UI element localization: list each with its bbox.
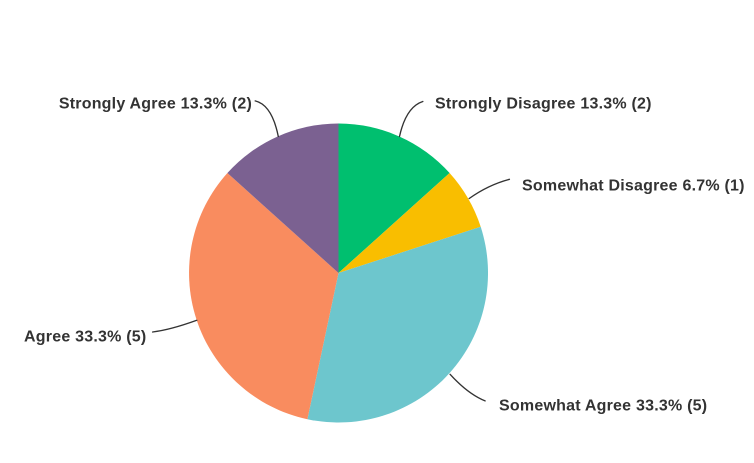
svg-text:Strongly Agree 13.3% (2): Strongly Agree 13.3% (2) [59, 96, 252, 113]
svg-text:Somewhat Agree 33.3% (5): Somewhat Agree 33.3% (5) [499, 398, 707, 415]
svg-text:Strongly Disagree 13.3% (2): Strongly Disagree 13.3% (2) [435, 96, 652, 113]
svg-text:Somewhat Disagree 6.7% (1): Somewhat Disagree 6.7% (1) [522, 178, 745, 195]
svg-text:Agree 33.3% (5): Agree 33.3% (5) [24, 329, 146, 346]
